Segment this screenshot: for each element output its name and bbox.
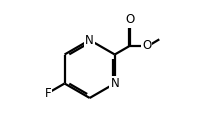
Text: N: N bbox=[85, 34, 94, 47]
Text: O: O bbox=[126, 13, 135, 26]
Text: F: F bbox=[44, 87, 51, 100]
Text: N: N bbox=[110, 77, 119, 90]
Text: O: O bbox=[142, 39, 152, 52]
